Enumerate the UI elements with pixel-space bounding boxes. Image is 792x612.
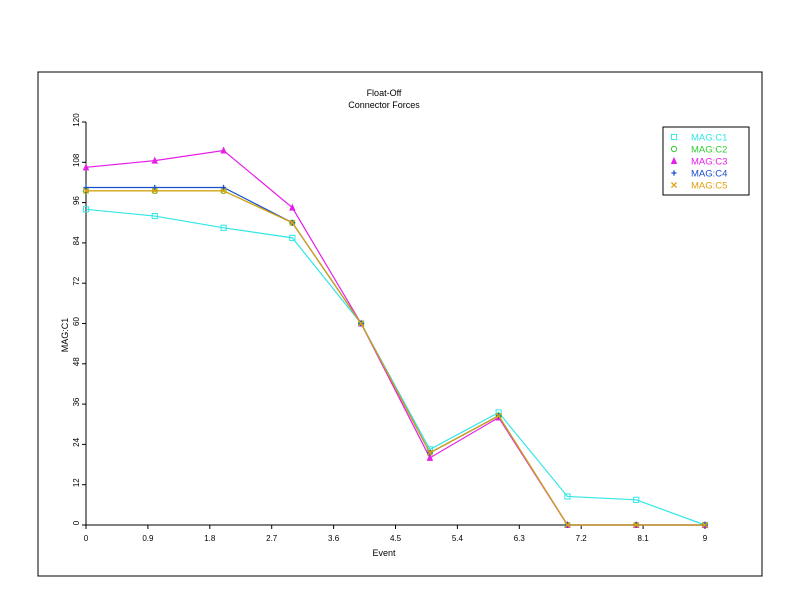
series-line	[85, 208, 706, 526]
x-tick-label: 1.8	[204, 534, 216, 543]
series-lines	[82, 146, 709, 529]
legend-box	[662, 126, 750, 196]
legend-plus-icon	[671, 170, 677, 176]
data-point	[701, 521, 709, 529]
data-point	[426, 449, 433, 456]
y-tick-label: 60	[72, 317, 81, 326]
chart-title: Float-Off	[367, 88, 402, 98]
y-tick-label: 84	[72, 236, 81, 245]
data-point	[220, 146, 227, 154]
y-axis-label: MAG:C1	[60, 318, 70, 353]
x-tick-label: 3.6	[328, 534, 340, 543]
chart-frame	[37, 71, 763, 577]
legend-label: MAG:C4	[691, 169, 727, 180]
data-point	[83, 184, 89, 191]
legend-x-icon	[670, 181, 678, 189]
x-tick-label: 7.2	[576, 534, 588, 543]
series-5	[82, 187, 709, 529]
data-point	[633, 496, 640, 503]
legend-label: MAG:C3	[691, 157, 727, 168]
y-tick-label: 0	[72, 520, 81, 525]
data-point	[426, 453, 434, 461]
data-point	[289, 234, 296, 241]
data-point	[82, 163, 90, 171]
chart-subtitle: Connector Forces	[348, 100, 420, 110]
y-tick-label: 48	[72, 357, 81, 366]
data-point	[82, 187, 90, 194]
data-point	[633, 521, 640, 529]
data-point	[151, 212, 158, 220]
x-tick-label: 9	[703, 534, 708, 543]
y-tick-label: 36	[72, 397, 81, 406]
x-tick-label: 5.4	[452, 534, 464, 543]
x-tick-label: 8.1	[638, 534, 650, 543]
data-point	[358, 320, 365, 327]
axes: 0 12 24 36 48 60 72 84 96 108 120 0 0.9 1.8 2.7 3.6 4.5 5…	[72, 113, 708, 543]
legend-label: MAG:C1	[691, 133, 727, 144]
y-tick-label: 24	[72, 437, 81, 446]
data-point	[152, 184, 158, 191]
legend-label: MAG:C5	[691, 181, 727, 192]
data-point	[289, 219, 296, 226]
data-point	[151, 187, 158, 194]
x-tick-label: 6.3	[514, 534, 526, 543]
x-tick-label: 0	[84, 534, 89, 543]
x-tick-label: 0.9	[142, 534, 154, 543]
data-point	[220, 187, 227, 194]
data-point	[289, 203, 296, 211]
legend-label: MAG:C2	[691, 145, 727, 156]
data-point	[564, 521, 571, 529]
legend-circle-icon	[670, 145, 678, 153]
legend-triangle-icon	[670, 156, 678, 165]
data-point	[82, 206, 90, 213]
data-point	[220, 184, 227, 191]
x-tick-label: 4.5	[390, 534, 402, 543]
series-line	[86, 190, 705, 526]
y-tick-label: 120	[72, 113, 81, 127]
y-tick-label: 108	[72, 153, 81, 167]
x-axis-label: Event	[372, 548, 396, 558]
y-tick-label: 12	[72, 478, 81, 487]
y-tick-label: 96	[72, 196, 81, 205]
legend-square-icon	[670, 133, 678, 141]
data-point	[220, 224, 227, 231]
data-point	[151, 156, 158, 164]
data-point	[564, 493, 571, 500]
data-point	[495, 412, 502, 419]
y-tick-label: 72	[72, 276, 81, 285]
x-tick-label: 2.7	[266, 534, 278, 543]
